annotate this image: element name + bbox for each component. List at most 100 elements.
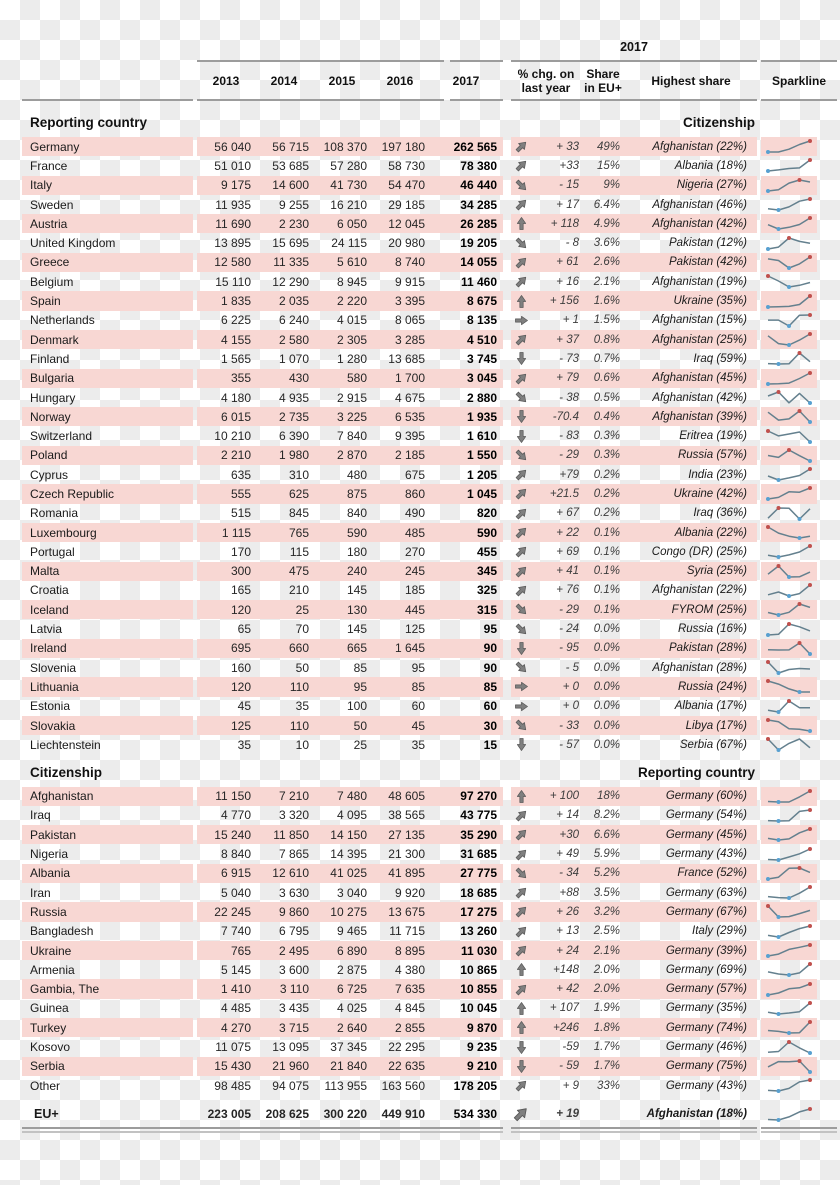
pct-header-line2: last year — [521, 80, 571, 95]
share-in-eu-value: 0.0% — [593, 642, 620, 655]
value-2015: 5 610 — [336, 255, 367, 270]
value-2013: 11 690 — [215, 216, 251, 231]
value-2016: 85 — [411, 679, 425, 694]
value-2013: 695 — [230, 641, 251, 656]
table-row: Iceland 120 25 130 445 315 - 29 0.1% FYR… — [22, 600, 837, 620]
row-label: Ireland — [22, 638, 193, 659]
table-row: Malta 300 475 240 245 345 + 41 0.1% Syri… — [22, 561, 837, 581]
sparkline-svg — [768, 312, 812, 328]
value-2016: 9 395 — [394, 429, 425, 444]
value-2013: 555 — [230, 486, 251, 501]
change-share-group: - 24 0.0% Russia (16%) — [511, 619, 757, 638]
table-row: France 51 010 53 685 57 280 58 730 78 38… — [22, 156, 837, 175]
trend-arrow-up-right-icon — [515, 161, 526, 172]
sparkline-svg — [766, 737, 811, 753]
share-header-line2: in EU+ — [584, 80, 622, 95]
value-2015: 2 305 — [336, 332, 367, 347]
trend-arrow-down-icon — [516, 1059, 526, 1073]
highest-share-value: Afghanistan (46%) — [652, 198, 747, 211]
sparkline-chart — [761, 137, 817, 157]
value-2015: 9 465 — [336, 924, 367, 939]
pct-change-value: + 69 — [556, 545, 579, 558]
value-2015: 85 — [353, 660, 367, 675]
highest-share-value: Afghanistan (15%) — [652, 314, 747, 327]
value-2015: 590 — [346, 525, 367, 540]
value-2017: 3 045 — [466, 371, 497, 386]
value-2015: 10 275 — [330, 904, 367, 919]
value-2014: 11 335 — [273, 255, 309, 270]
trend-arrow-up-right-icon — [515, 1080, 526, 1092]
value-2014: 13 095 — [272, 1040, 309, 1054]
share-in-eu-value: 0.0% — [593, 700, 620, 713]
sparkline-svg — [767, 582, 812, 598]
row-label: Czech Republic — [22, 484, 193, 504]
change-share-group: + 42 2.0% Germany (57%) — [511, 979, 757, 999]
change-share-group: + 26 3.2% Germany (67%) — [511, 902, 757, 922]
yearly-values-group: 12 580 11 335 5 610 8 740 14 055 — [197, 252, 503, 273]
row-label: Sweden — [30, 197, 74, 212]
value-2016: 197 180 — [381, 139, 425, 154]
sparkline-svg — [767, 640, 812, 656]
trend-arrow-icon — [511, 1101, 531, 1127]
sparkline-chart — [761, 999, 817, 1018]
bottom-rule-segment — [22, 1127, 503, 1130]
value-2014: 94 075 — [272, 1078, 309, 1093]
trend-arrow-icon — [511, 523, 531, 542]
sparkline-svg — [767, 885, 812, 901]
change-share-group: + 61 2.6% Pakistan (42%) — [511, 252, 757, 273]
row-label: Iran — [30, 885, 51, 900]
row-label: Finland — [30, 351, 70, 366]
value-2017: 10 045 — [460, 1001, 497, 1016]
share-in-eu-value: 0.1% — [593, 584, 620, 597]
pct-change-value: + 16 — [556, 275, 579, 288]
value-2017: 345 — [476, 564, 497, 579]
pct-change-value: - 59 — [559, 1060, 579, 1073]
value-2014: 2 495 — [278, 943, 309, 958]
header-rule — [22, 99, 193, 101]
change-share-group: - 95 0.0% Pakistan (28%) — [511, 638, 757, 659]
row-label: Belgium — [30, 274, 74, 289]
value-2013: 223 005 — [207, 1107, 251, 1122]
value-2016: 2 855 — [394, 1020, 425, 1035]
row-label: Denmark — [22, 329, 193, 350]
highest-share-value: Pakistan (28%) — [669, 642, 747, 655]
row-label: Austria — [22, 214, 193, 234]
trend-arrow-down-right-icon — [515, 623, 526, 634]
pct-change-value: + 61 — [556, 256, 579, 269]
column-gap — [503, 941, 511, 960]
share-in-eu-value — [581, 1101, 625, 1127]
value-2015: 3 040 — [336, 885, 367, 900]
column-gap — [503, 426, 511, 445]
trend-arrow-icon — [511, 902, 531, 921]
pct-header-line1: % chg. on — [517, 66, 575, 81]
value-2014: 14 600 — [272, 178, 309, 193]
trend-arrow-down-right-icon — [515, 603, 526, 615]
value-2017: 1 550 — [466, 448, 497, 463]
change-share-group: + 37 0.8% Afghanistan (25%) — [511, 329, 757, 350]
value-2014: 625 — [288, 486, 309, 501]
value-2016: 21 300 — [388, 847, 425, 862]
column-gap — [503, 979, 511, 998]
column-gap — [503, 195, 511, 214]
value-2016: 449 910 — [381, 1107, 425, 1122]
column-gap — [503, 787, 511, 806]
value-2014: 110 — [289, 718, 309, 733]
row-label: Slovenia — [30, 660, 77, 675]
row-label: Portugal — [30, 544, 75, 559]
value-2017: 17 275 — [460, 904, 497, 919]
highest-share-value: Afghanistan (42%) — [652, 391, 747, 404]
value-2017: 60 — [483, 699, 497, 714]
yearly-values-group: 11 075 13 095 37 345 22 295 9 235 — [197, 1037, 503, 1056]
pct-change-value: +246 — [553, 1021, 579, 1034]
table-row: Croatia 165 210 145 185 325 + 76 0.1% Af… — [22, 581, 837, 600]
yearly-values-group: 51 010 53 685 57 280 58 730 78 380 — [197, 156, 503, 175]
value-2017: 1 610 — [466, 429, 497, 444]
highest-share-value: Germany (74%) — [665, 1021, 747, 1034]
trend-arrow-icon — [511, 716, 531, 735]
pct-change-value: + 156 — [549, 295, 579, 308]
trend-arrow-up-right-icon — [515, 566, 526, 577]
yearly-values-group: 765 2 495 6 890 8 895 11 030 — [197, 940, 503, 961]
highest-share-value: Afghanistan (19%) — [652, 275, 747, 288]
row-label: Latvia — [30, 622, 63, 637]
sparkline-chart — [761, 960, 817, 979]
